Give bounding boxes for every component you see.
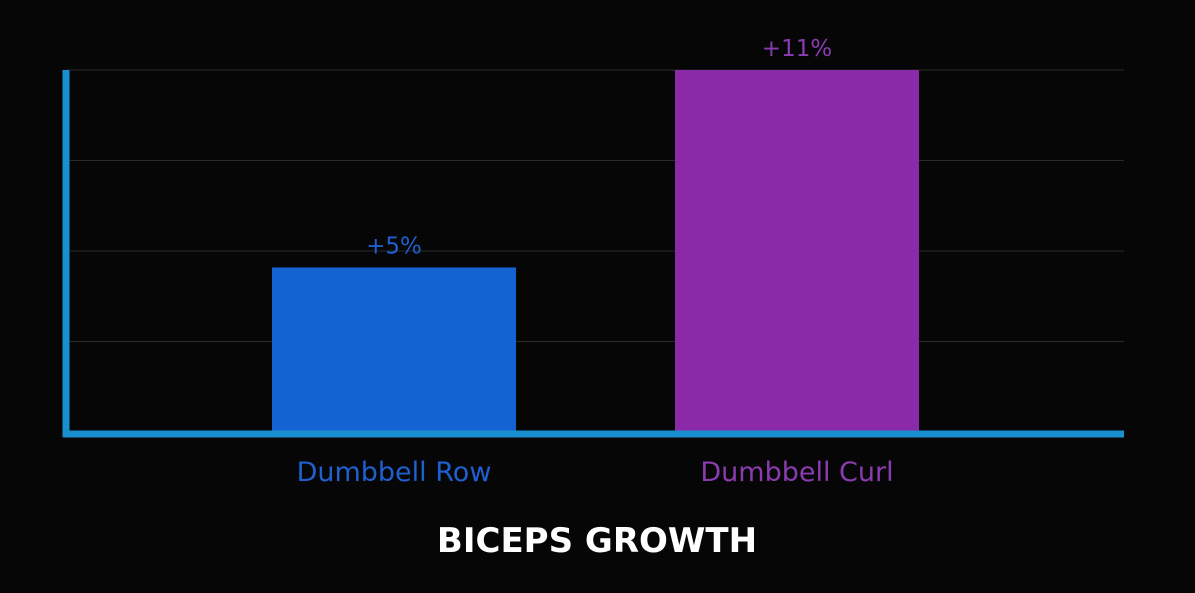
bar-dumbbell-row: [272, 267, 516, 432]
category-label: Dumbbell Row: [297, 457, 492, 488]
gridlines: [66, 69, 1124, 342]
value-label: +11%: [762, 36, 832, 62]
bars: [272, 70, 919, 432]
bar-dumbbell-curl: [675, 70, 919, 432]
axes: [62, 70, 1124, 438]
category-label: Dumbbell Curl: [700, 457, 893, 488]
chart-title: BICEPS GROWTH: [437, 521, 757, 561]
value-label: +5%: [366, 233, 422, 259]
labels: +5% Dumbbell Row +11% Dumbbell Curl: [297, 36, 894, 488]
